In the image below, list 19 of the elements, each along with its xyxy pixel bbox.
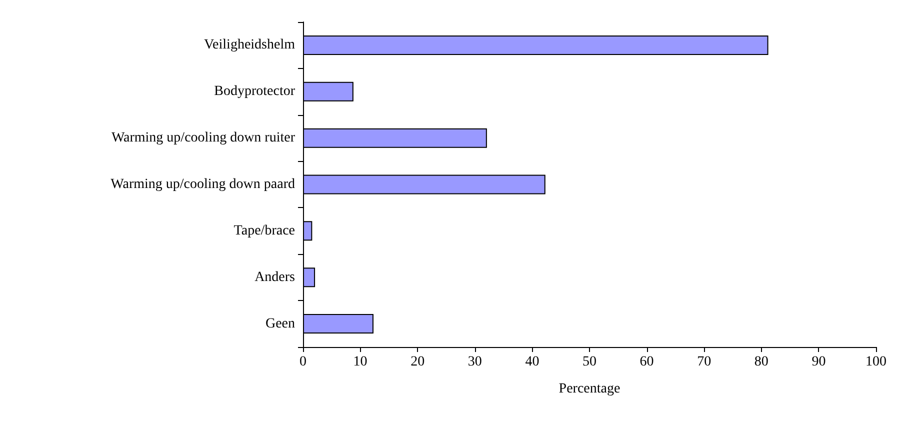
x-tick-label: 100	[866, 354, 886, 370]
x-tick-label: 20	[410, 354, 425, 370]
y-tick-label: Warming up/cooling down ruiter	[111, 130, 296, 146]
y-tick-label: Geen	[265, 316, 295, 332]
x-tick-label: 90	[812, 354, 826, 370]
x-tick-label: 40	[525, 354, 540, 370]
x-tick-label: 50	[582, 354, 596, 370]
y-tick-label: Bodyprotector	[214, 84, 296, 100]
x-tick-label: 70	[697, 354, 712, 370]
y-tick-label: Veiligheidshelm	[204, 38, 296, 53]
x-axis-title: Percentage	[558, 382, 620, 396]
x-tick-label: 30	[468, 354, 482, 370]
x-tick-label: 10	[353, 354, 368, 370]
x-tick-label: 0	[300, 354, 306, 370]
y-tick-label: Anders	[254, 270, 295, 285]
y-tick-label: Warming up/cooling down paard	[110, 177, 295, 192]
x-tick-label: 80	[754, 354, 768, 370]
y-tick-label: Tape/brace	[234, 223, 295, 238]
x-tick-label: 60	[640, 354, 654, 370]
